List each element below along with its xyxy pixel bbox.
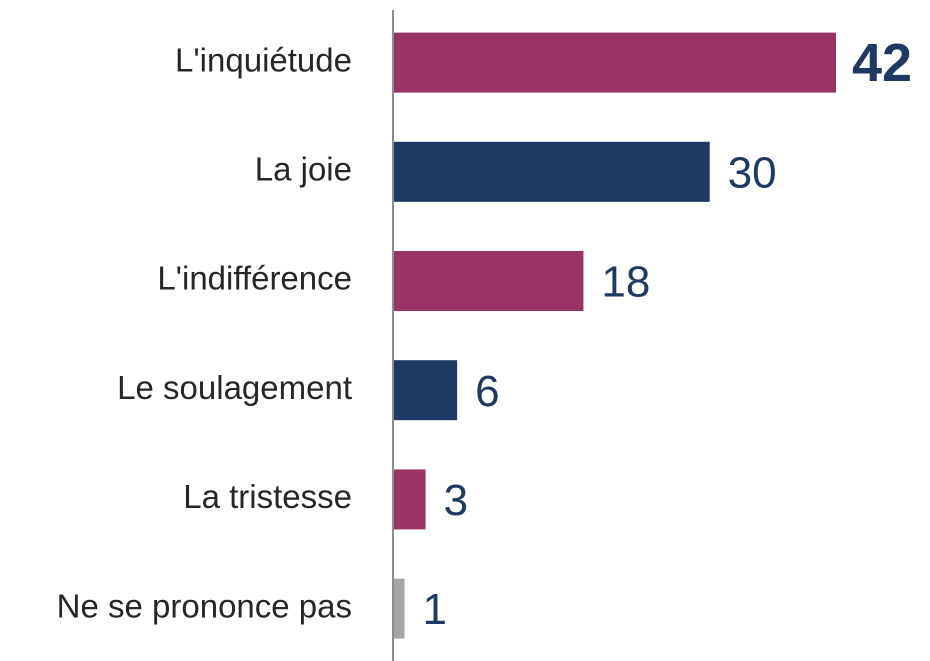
bar xyxy=(394,32,836,93)
value-label: 18 xyxy=(601,258,650,307)
value-label: 42 xyxy=(852,33,912,93)
category-label: Le soulagement xyxy=(117,369,352,406)
value-label: 30 xyxy=(728,148,777,197)
category-label: La joie xyxy=(255,151,352,188)
bar xyxy=(394,251,584,311)
category-label: L'indifférence xyxy=(157,260,352,297)
value-label: 6 xyxy=(475,367,499,416)
category-label: La tristesse xyxy=(183,478,352,515)
category-label: L'inquiétude xyxy=(175,41,352,78)
category-label: Ne se prononce pas xyxy=(57,587,352,624)
value-label: 3 xyxy=(444,476,468,525)
bar xyxy=(394,141,710,202)
bar xyxy=(394,360,458,421)
bar xyxy=(394,578,405,639)
bar xyxy=(394,469,426,530)
value-label: 1 xyxy=(423,585,447,634)
